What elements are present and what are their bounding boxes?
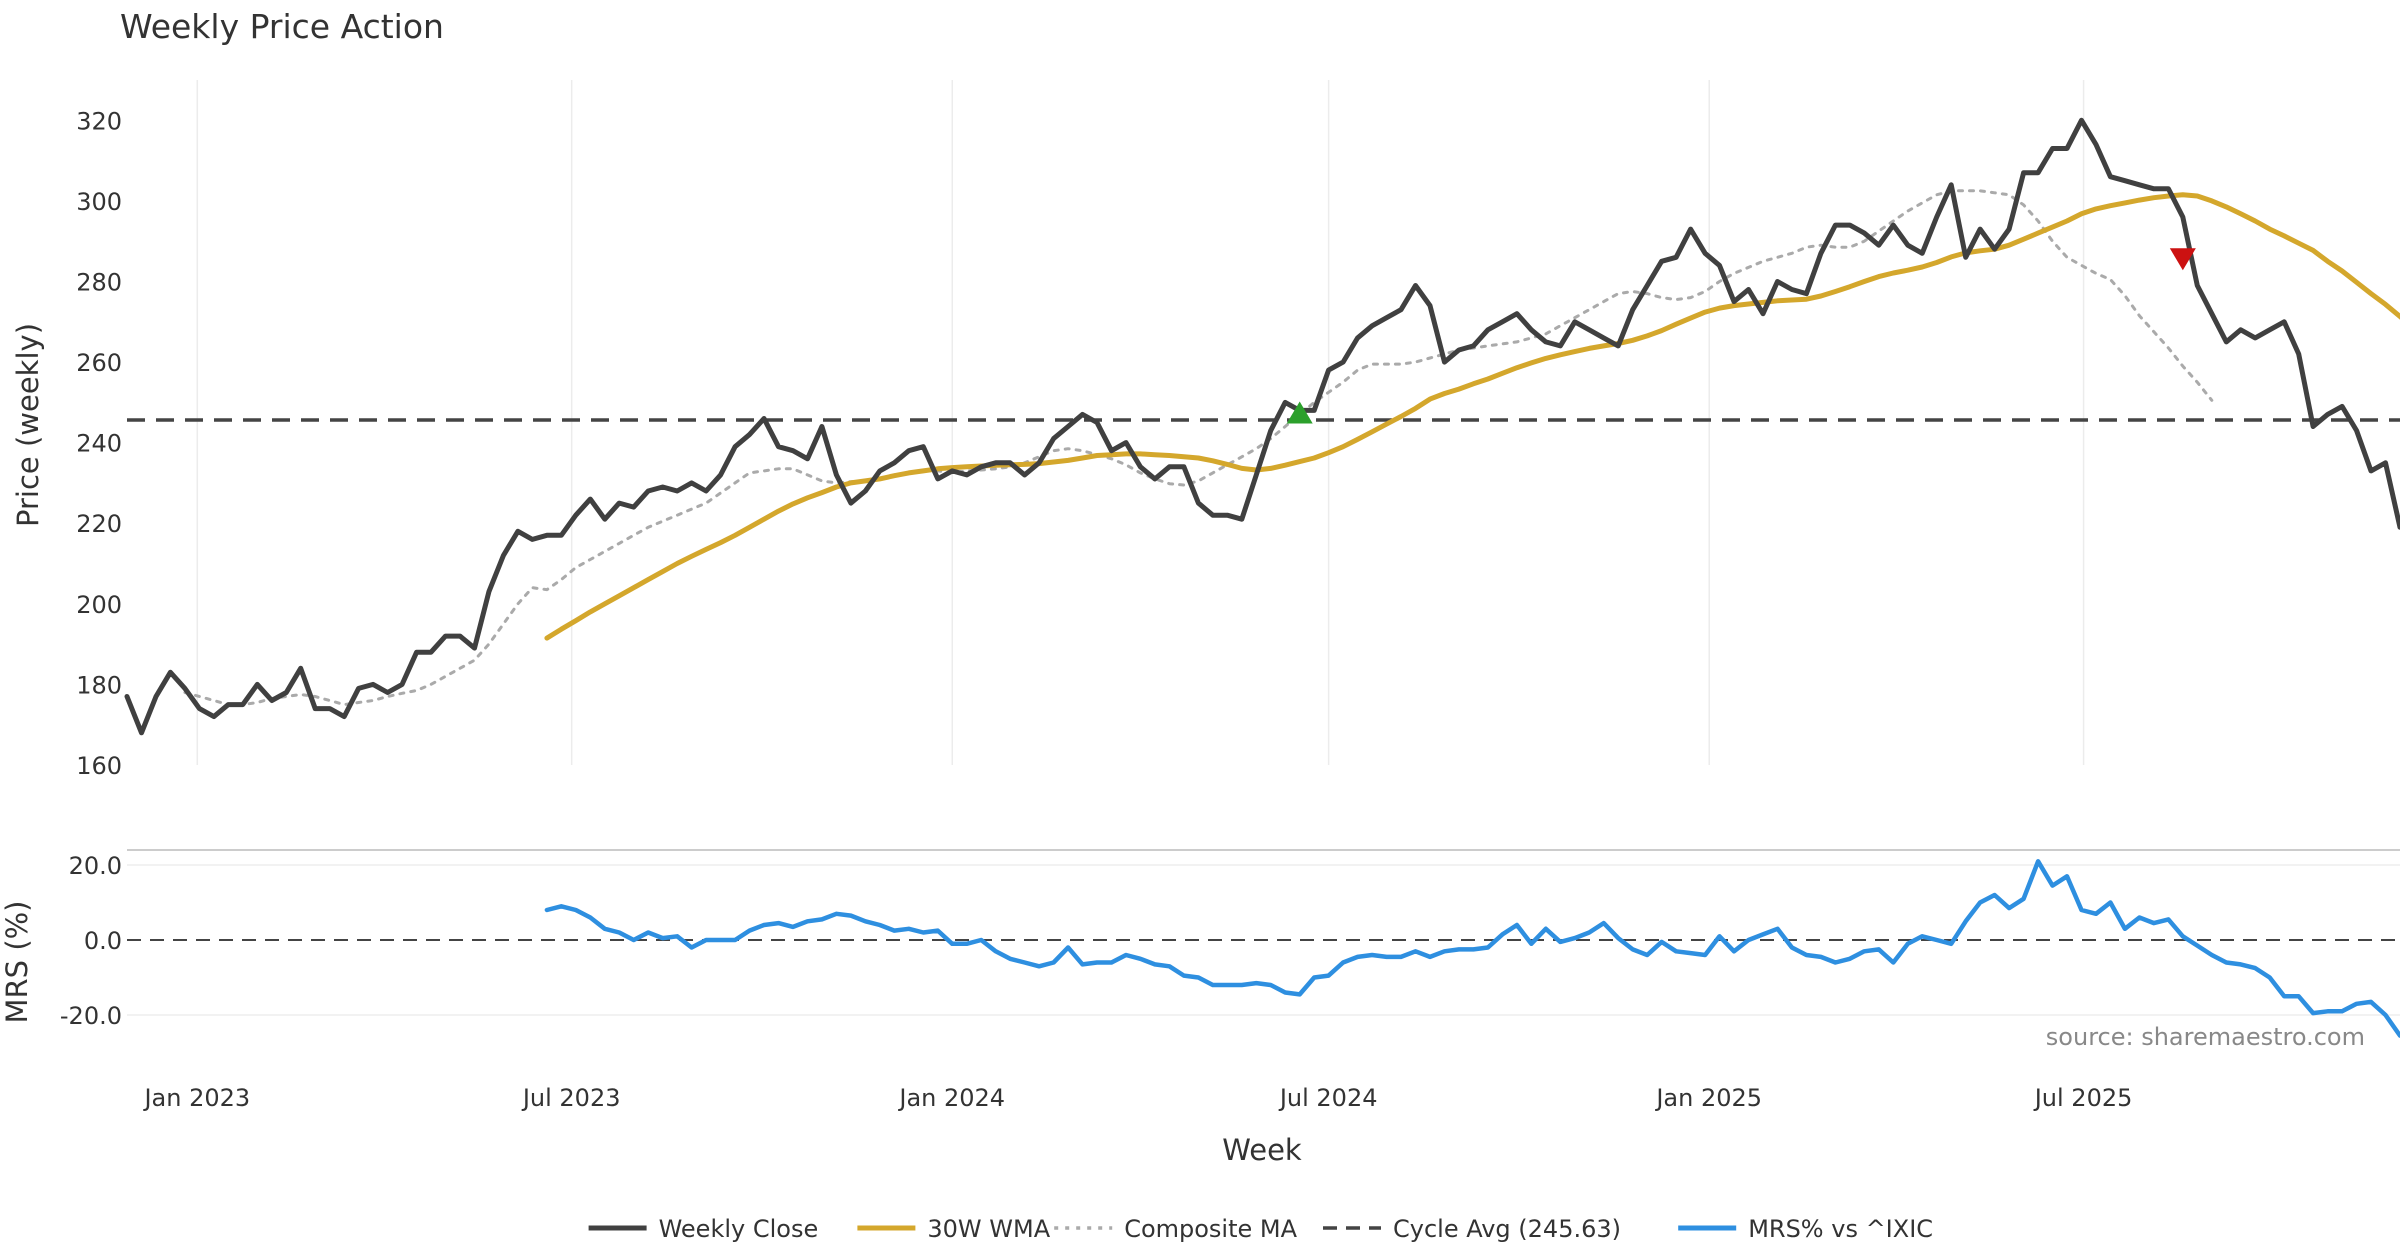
sell-signal-marker [2169,248,2196,271]
price-grid [196,80,2085,765]
mrs-tick-label: -20.0 [60,1002,122,1030]
signal-markers [1286,248,2196,424]
legend-label: MRS% vs ^IXIC [1748,1215,1933,1243]
mrs-grid [127,864,2400,1016]
legend: Weekly Close 30W WMA Composite MA Cycle Avg… [588,1215,1933,1243]
series-30w-wma [544,192,2400,641]
legend-label: 30W WMA [927,1215,1050,1243]
price-y-axis: 160 180 200 220 240 260 280 300 320 [76,107,122,780]
series-composite-ma [183,189,2214,707]
x-axis: Jan 2023 Jul 2023 Jan 2024 Jul 2024 Jan 2025… [142,1084,2132,1112]
x-tick-label: Jan 2024 [897,1084,1005,1112]
x-tick-label: Jan 2023 [142,1084,250,1112]
series-weekly-close [124,117,2400,736]
legend-label: Weekly Close [659,1215,819,1243]
chart-title: Weekly Price Action [120,7,444,46]
legend-label: Cycle Avg (245.63) [1393,1215,1621,1243]
x-tick-label: Jul 2023 [521,1084,621,1112]
x-tick-label: Jul 2025 [2033,1084,2133,1112]
mrs-y-axis-label: MRS (%) [0,901,34,1024]
mrs-series [544,859,2400,1038]
x-axis-label: Week [1222,1133,1302,1167]
price-tick-label: 160 [76,752,122,780]
price-series [124,117,2400,736]
mrs-tick-label: 20.0 [69,852,122,880]
source-note: source: sharemaestro.com [2046,1023,2365,1051]
price-tick-label: 200 [76,591,122,619]
price-tick-label: 240 [76,430,122,458]
x-tick-label: Jan 2025 [1654,1084,1762,1112]
mrs-y-axis: 20.0 0.0 -20.0 [60,852,122,1030]
price-tick-label: 320 [76,107,122,135]
mrs-tick-label: 0.0 [84,927,122,955]
price-tick-label: 220 [76,510,122,538]
series-mrs-vs-ixic [544,859,2400,1038]
x-tick-label: Jul 2024 [1278,1084,1378,1112]
price-tick-label: 300 [76,188,122,216]
price-y-axis-label: Price (weekly) [11,323,45,527]
price-tick-label: 180 [76,671,122,699]
legend-label: Composite MA [1124,1215,1297,1243]
buy-signal-marker [1286,401,1313,424]
price-tick-label: 280 [76,268,122,296]
price-tick-label: 260 [76,349,122,377]
